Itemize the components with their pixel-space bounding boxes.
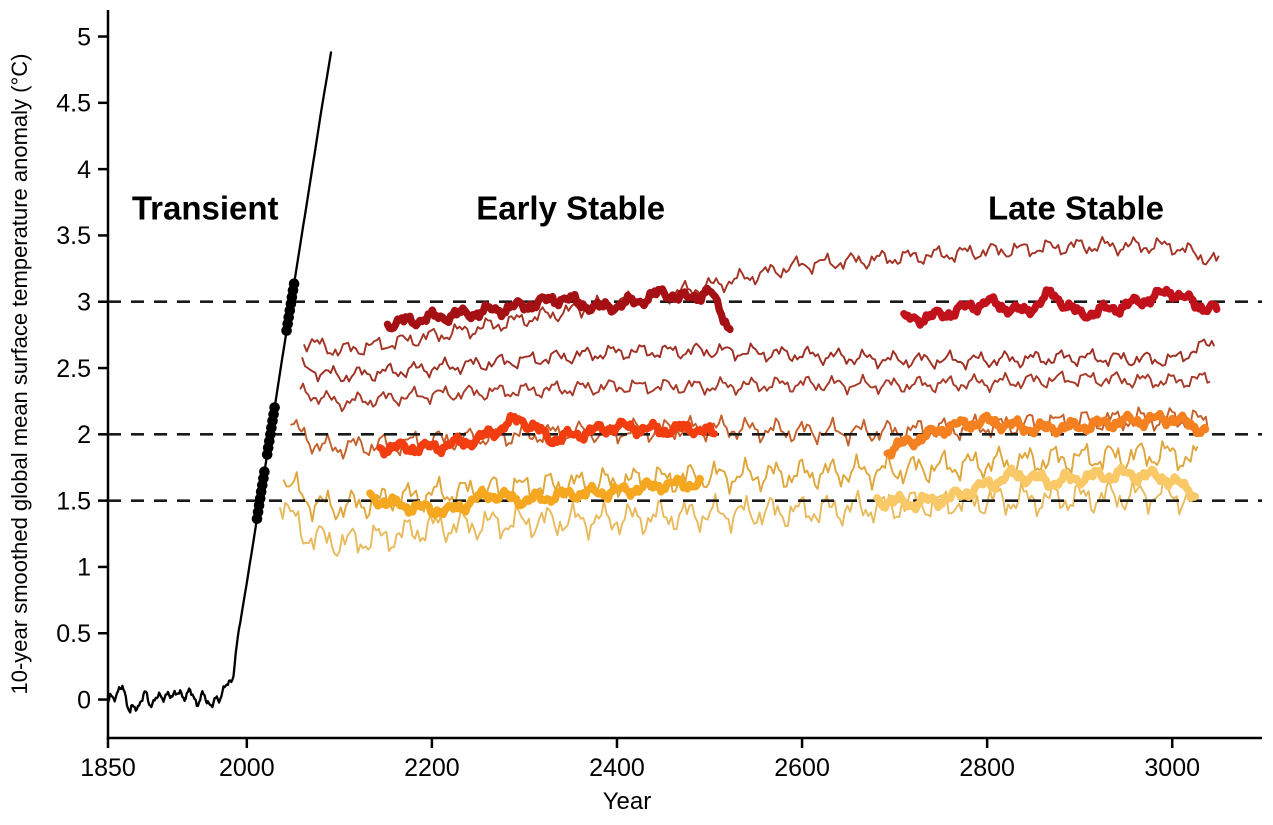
series-ensemble-member-3C-c xyxy=(299,370,1211,413)
series-ensemble-member-1p5C-gold xyxy=(282,440,1199,523)
series-early-stable-mean-2C xyxy=(376,412,718,459)
x-tick-label-2800: 2800 xyxy=(959,754,1015,782)
series-early-stable-mean-1p5C xyxy=(366,474,704,519)
x-axis-title: Year xyxy=(603,788,652,815)
branch-dots-layer xyxy=(251,278,300,524)
x-tick-label-2200: 2200 xyxy=(404,754,460,782)
series-early-stable-mean-3C xyxy=(383,284,734,334)
phase-label-early-stable: Early Stable xyxy=(476,190,665,227)
y-tick-label-4.5: 4.5 xyxy=(56,90,91,118)
y-tick-label-2.5: 2.5 xyxy=(56,355,91,383)
series-ensemble-member-1p5C-light xyxy=(279,473,1192,557)
branch-dot-2C xyxy=(269,402,280,413)
phase-label-transient: Transient xyxy=(132,190,279,227)
y-tick-label-0: 0 xyxy=(77,686,91,714)
branch-dot-1.5C xyxy=(259,466,270,478)
y-tick-label-1: 1 xyxy=(77,554,91,582)
series-late-stable-mean-1p5C xyxy=(873,463,1200,514)
axes-layer: 1850 2000 2200 2400 2600 2800 3000 0 0.5 1 1.5 2 2.5… xyxy=(56,10,1262,782)
threshold-dashed-lines-layer xyxy=(108,300,1262,502)
stable-window-means-layer xyxy=(366,284,1221,519)
x-tick-label-2000: 2000 xyxy=(219,754,275,782)
series-ensemble-member-3C-a xyxy=(303,236,1220,357)
y-tick-label-4: 4 xyxy=(77,156,91,184)
y-tick-label-3: 3 xyxy=(77,288,91,316)
ensemble-members-layer xyxy=(279,236,1220,557)
x-tick-label-1850: 1850 xyxy=(80,754,136,782)
series-ensemble-member-3C-b xyxy=(301,338,1215,383)
y-tick-label-2: 2 xyxy=(77,421,91,449)
y-axis-title: 10-year smoothed global mean surface tem… xyxy=(7,54,32,695)
x-tick-label-2400: 2400 xyxy=(589,754,645,782)
y-tick-label-1.5: 1.5 xyxy=(56,487,91,515)
branch-dot-3C xyxy=(288,278,300,290)
series-late-stable-mean-3C xyxy=(900,285,1221,329)
y-tick-label-5: 5 xyxy=(77,23,91,51)
x-tick-label-3000: 3000 xyxy=(1144,754,1200,782)
x-tick-label-2600: 2600 xyxy=(774,754,830,782)
y-tick-label-0.5: 0.5 xyxy=(56,620,91,648)
series-transient-historical-run xyxy=(106,51,333,714)
series-late-stable-mean-2C xyxy=(883,409,1210,460)
y-tick-label-3.5: 3.5 xyxy=(56,222,91,250)
phase-label-late-stable: Late Stable xyxy=(988,190,1164,227)
transient-run-layer xyxy=(106,51,333,714)
series-ensemble-member-2C-brick xyxy=(290,406,1209,460)
